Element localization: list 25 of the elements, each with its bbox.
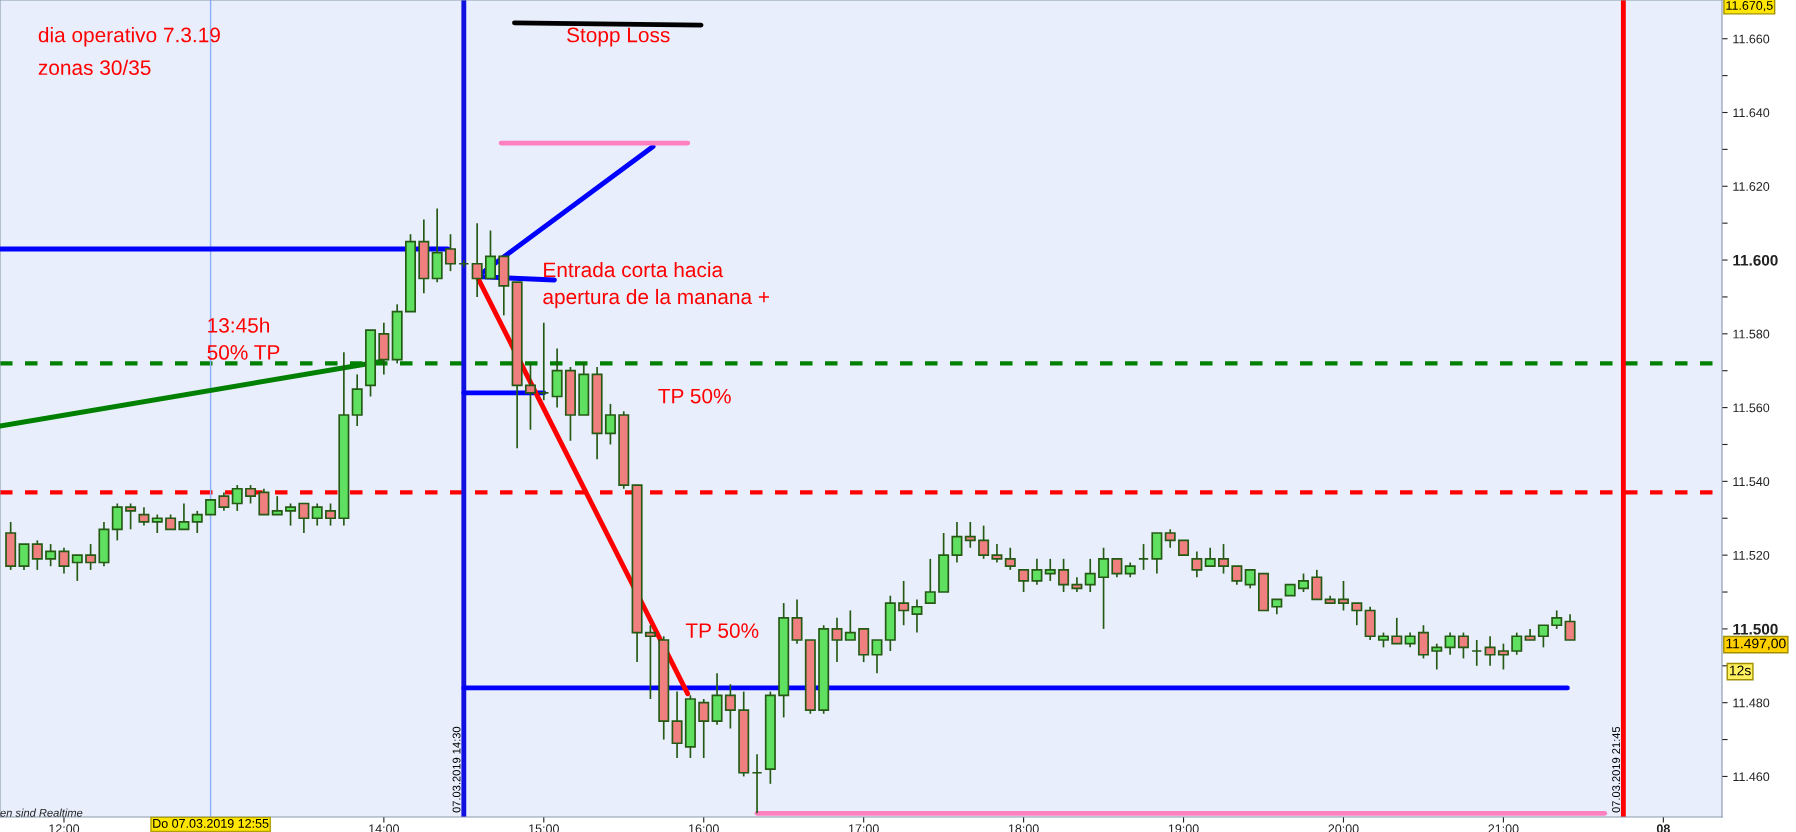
y-tick-label: 11.600	[1733, 254, 1778, 266]
y-tick-label: 11.620	[1733, 182, 1770, 191]
annotation: Entrada corta hacia apertura de la manana +	[543, 261, 769, 309]
y-tick-label: 11.480	[1733, 698, 1770, 708]
y-tick-label: 11.520	[1733, 550, 1770, 560]
annotation: TP 50%	[658, 388, 731, 404]
annotation: 13:45h 50% TP	[207, 317, 280, 360]
text: 11.670,5	[1726, 1, 1773, 12]
annotation: zonas 30/35	[38, 59, 151, 76]
annotation: Stopp Loss	[567, 27, 670, 47]
ref-line-label: 07.03.2019 14:30	[452, 726, 461, 813]
annotation: dia operativo 7.3.19	[38, 27, 220, 47]
y-tick-label: 11.660	[1733, 34, 1770, 44]
y-tick-label: 11.640	[1733, 108, 1770, 118]
y-tick-label: 11.540	[1733, 477, 1770, 487]
y-tick-label: 11.580	[1733, 329, 1770, 339]
annotation: TP 50%	[685, 623, 759, 638]
text: 12s	[1729, 665, 1751, 676]
ref-line-label: 07.03.2019 21:45	[1612, 726, 1621, 813]
annotation: en sind Realtime	[0, 808, 83, 817]
y-tick-label: 11.500	[1733, 623, 1778, 635]
y-tick-label: 11.460	[1733, 772, 1770, 782]
y-tick-label: 11.560	[1733, 403, 1770, 413]
text: 11.497,00	[1726, 638, 1786, 650]
ref-line-label: Do 07.03.2019 12:55	[153, 818, 269, 828]
